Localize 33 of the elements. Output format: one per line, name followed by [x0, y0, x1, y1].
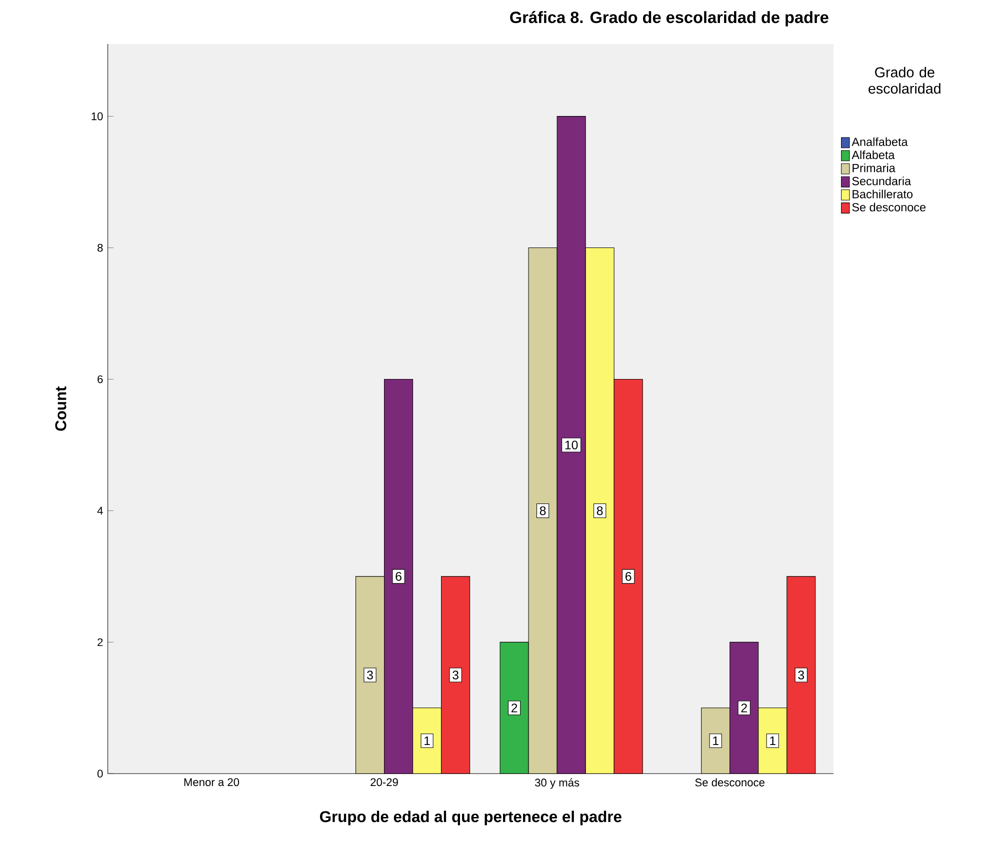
legend-label: Se desconoce	[852, 202, 926, 212]
data-label: 1	[713, 736, 718, 746]
legend-label: Alfabeta	[852, 150, 895, 160]
data-label: 3	[367, 670, 373, 680]
y-tick-label: 10	[92, 112, 103, 120]
x-tick-label: 30 y más	[535, 778, 580, 789]
data-label: 8	[540, 506, 546, 516]
x-tick-label: Menor a 20	[184, 778, 240, 786]
data-label: 2	[741, 704, 747, 712]
x-tick-label: Se desconoce	[695, 778, 764, 786]
legend-label: Bachillerato	[852, 190, 913, 198]
y-axis-title: Count	[55, 386, 66, 431]
y-tick-label: 2	[98, 638, 103, 646]
legend-label: Analfabeta	[852, 138, 908, 146]
legend-label: Secundaria	[852, 176, 912, 186]
legend-label: Primaria	[852, 164, 896, 172]
data-label: 1	[770, 736, 776, 746]
data-label: 8	[596, 506, 603, 516]
legend-title: Grado de escolaridad	[868, 66, 940, 94]
x-axis-title: Grupo de edad al que pertenece el padre	[320, 810, 622, 826]
data-label: 1	[424, 736, 430, 746]
data-label: 3	[452, 670, 458, 680]
data-label: 6	[626, 572, 632, 581]
y-tick-label: 8	[98, 244, 103, 252]
y-tick-label: 4	[97, 506, 103, 515]
data-label: 2	[511, 704, 518, 712]
data-label: 10	[565, 440, 578, 450]
data-label: 6	[396, 572, 402, 581]
y-tick-label: 6	[98, 375, 103, 384]
chart-title: Gráfica 8. Grado de escolaridad de padre	[510, 11, 828, 26]
data-label: 3	[798, 670, 804, 680]
x-tick-label: 20-29	[370, 778, 398, 786]
y-tick-label: 0	[97, 770, 103, 778]
